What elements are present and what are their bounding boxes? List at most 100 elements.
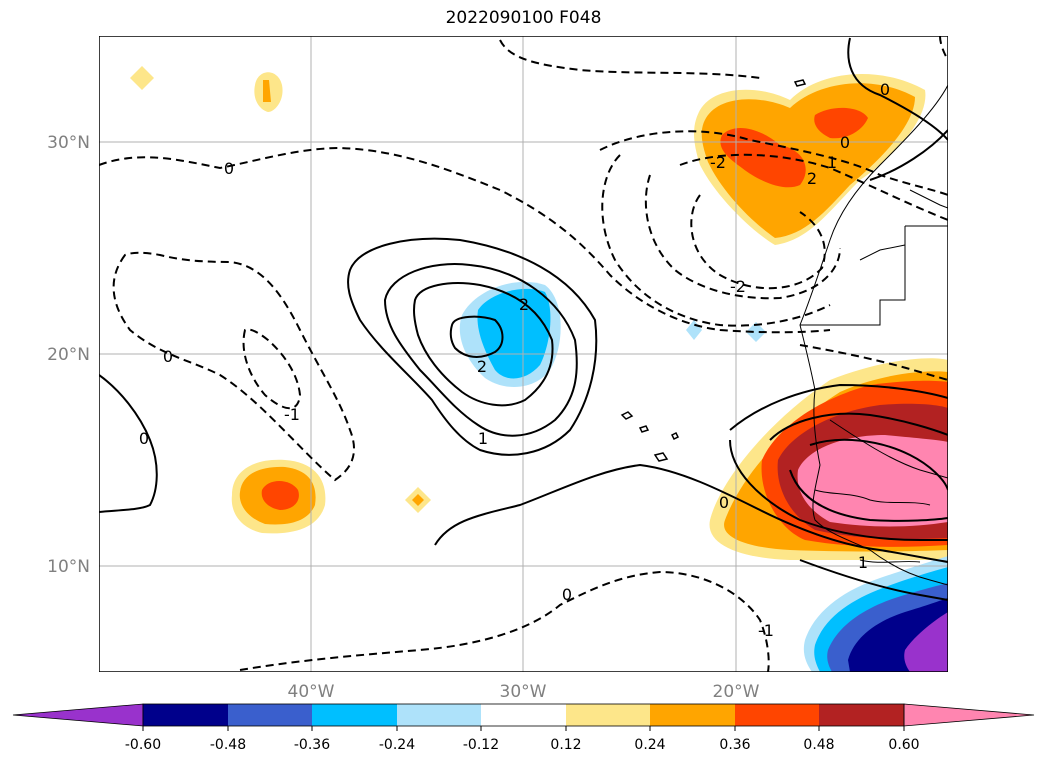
contour-neg-se-1 — [799, 344, 948, 381]
lon-labels: 40°W 30°W 20°W — [288, 682, 760, 702]
lat-label: 20°N — [47, 345, 90, 365]
map-panel: 0 0 0 0 0 0 -1 -1 -2 -2 1 1 2 2 2 1 0 — [99, 36, 948, 672]
colorbar-label: -0.24 — [379, 737, 415, 753]
lat-label: 30°N — [47, 133, 90, 153]
contour-0-south — [239, 570, 770, 672]
contour-squiggle-2 — [638, 425, 650, 433]
contour-squiggle-4 — [670, 431, 680, 441]
africa-coast — [799, 84, 948, 586]
colorbar-frame — [142, 703, 905, 727]
contour-0-north-top — [499, 39, 761, 79]
contour-label: 1 — [827, 153, 837, 172]
shade-dot-pos1 — [130, 66, 154, 90]
border-2 — [829, 419, 948, 479]
contour-label-layer: 0 0 0 0 0 0 -1 -1 -2 -2 1 1 2 2 2 1 0 — [139, 80, 890, 640]
contour-0-north — [99, 146, 831, 334]
contour-neg2-ne — [690, 194, 826, 290]
colorbar-segment — [566, 704, 650, 726]
shade-se-pink — [797, 435, 948, 527]
contour-neg-west — [112, 251, 355, 482]
contour-label: 0 — [562, 585, 572, 604]
lon-label: 40°W — [288, 682, 335, 702]
colorbar-segment — [397, 704, 481, 726]
colorbar-ticks — [142, 726, 905, 731]
colorbar-label: 0.48 — [803, 737, 834, 753]
contour-label: 2 — [519, 295, 529, 314]
contour-pos-se-4 — [789, 469, 948, 522]
colorbar-extend-high — [903, 703, 1035, 727]
contour-pos-se-3 — [769, 412, 948, 441]
contour-neg1-ne — [644, 174, 841, 300]
contour-ne-top-right — [939, 36, 948, 61]
colorbar-label: -0.48 — [210, 737, 246, 753]
contour-label: 2 — [477, 357, 487, 376]
colorbar-labels: -0.60 -0.48 -0.36 -0.24 -0.12 0.12 0.24 … — [125, 737, 920, 753]
border-6 — [859, 244, 906, 261]
colorbar-label: 0.12 — [550, 737, 581, 753]
shade-w-red — [261, 481, 299, 510]
contour-label: 2 — [807, 169, 817, 188]
contour-label: 0 — [163, 347, 173, 366]
contour-pos-se-1 — [729, 383, 948, 431]
shade-ne-red2 — [814, 107, 868, 139]
colorbar-segment — [650, 704, 735, 726]
colorbar-segment — [312, 704, 397, 726]
colorbar-segment — [143, 704, 228, 726]
contour-label: 1 — [478, 429, 488, 448]
shade-dot-pos2o — [263, 80, 271, 102]
contour-pos-se-2 — [729, 439, 948, 541]
colorbar: -0.60 -0.48 -0.36 -0.24 -0.12 0.12 0.24 … — [12, 703, 1035, 753]
colorbar-label: -0.36 — [294, 737, 330, 753]
contour-label: 0 — [840, 133, 850, 152]
contour-neg-ne-arc2 — [679, 153, 948, 221]
contour-squiggle-3 — [653, 452, 669, 462]
shade-sw-purple — [904, 612, 948, 672]
contour-pos0-west — [99, 374, 158, 513]
dashed-contours — [99, 36, 948, 672]
colorbar-label: -0.12 — [463, 737, 499, 753]
contour-label: 0 — [719, 493, 729, 512]
colorbar-extend-low — [12, 703, 144, 727]
contour-sw-solid — [799, 559, 948, 601]
contour-ne-solid — [847, 37, 948, 141]
contour-pos1b-c — [413, 282, 554, 407]
colorbar-label: 0.36 — [719, 737, 750, 753]
contour-label: -1 — [758, 621, 774, 640]
map-title: 2022090100 F048 — [445, 8, 602, 28]
contour-label: -1 — [284, 405, 300, 424]
colorbar-label: 0.60 — [888, 737, 919, 753]
border-1 — [800, 226, 906, 326]
lat-labels: 30°N 20°N 10°N — [47, 133, 90, 577]
shade-dot-pos3o — [412, 494, 424, 506]
lon-label: 30°W — [500, 682, 547, 702]
gridlines — [99, 36, 948, 672]
border-3 — [814, 489, 931, 506]
contour-label: 0 — [224, 159, 234, 178]
contour-ne-solid2 — [869, 129, 948, 181]
lat-label: 10°N — [47, 557, 90, 577]
colorbar-segment — [228, 704, 312, 726]
colorbar-segment — [819, 704, 904, 726]
colorbar-label: -0.60 — [125, 737, 161, 753]
contour-label: -2 — [730, 277, 746, 296]
contour-pos-c-outer — [347, 237, 598, 456]
contour-pos2-c — [449, 315, 504, 358]
contour-squiggle-5 — [793, 79, 807, 87]
colorbar-label: 0.24 — [634, 737, 665, 753]
contour-pos1-c — [383, 263, 578, 437]
colorbar-segment — [481, 704, 566, 726]
contour-label: 0 — [139, 429, 149, 448]
lon-label: 20°W — [713, 682, 760, 702]
contour-label: 0 — [880, 80, 890, 99]
contour-label: 1 — [858, 553, 868, 572]
contour-neg1-west — [242, 328, 302, 410]
coastlines — [799, 84, 948, 586]
border-4 — [859, 559, 921, 563]
contour-pos-se-5 — [809, 438, 948, 491]
shade-ne-red1 — [720, 127, 806, 188]
contour-label: -2 — [710, 153, 726, 172]
contour-pos0-central — [434, 463, 948, 563]
contour-squiggle-1 — [620, 411, 634, 420]
contours — [99, 36, 948, 672]
